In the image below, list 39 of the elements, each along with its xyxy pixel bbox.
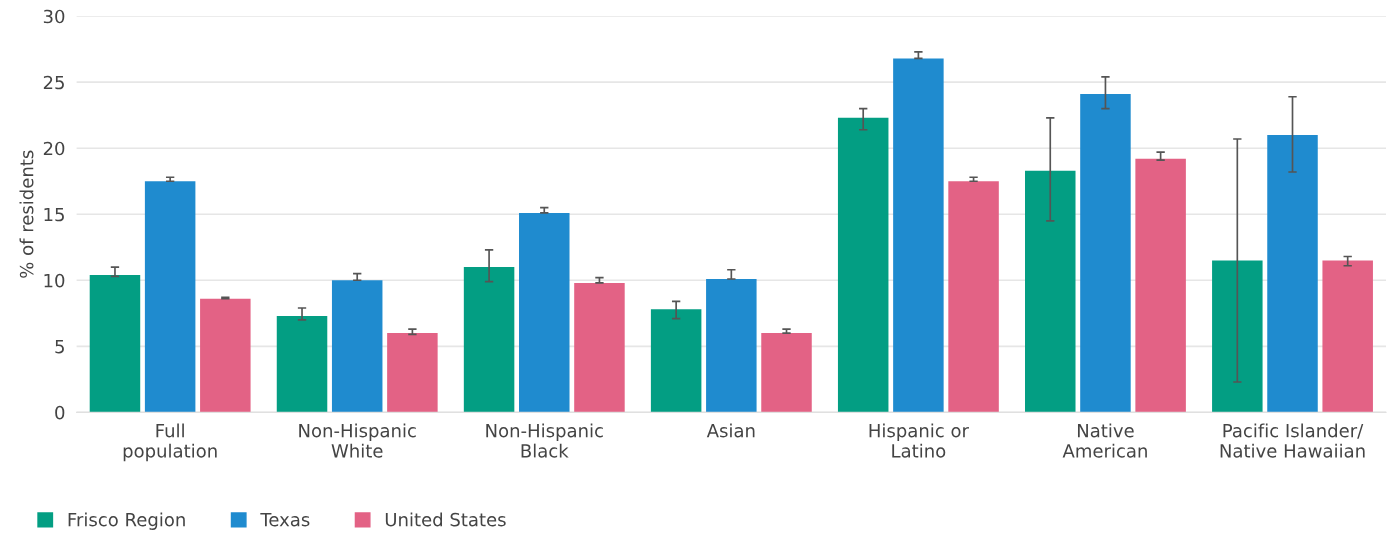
legend-label: Frisco Region bbox=[68, 512, 185, 530]
x-tick-label: Non-Hispanic Black bbox=[486, 423, 603, 458]
x-tick-label: Native American bbox=[1062, 423, 1147, 458]
x-tick-label: Hispanic or Latino bbox=[869, 423, 969, 458]
bar bbox=[276, 315, 328, 413]
y-tick-label: 5 bbox=[55, 340, 64, 354]
y-tick-label: 25 bbox=[43, 75, 64, 90]
y-tick-label: 10 bbox=[44, 273, 65, 288]
x-tick-label: Pacific Islander/ Native Hawaiian bbox=[1220, 423, 1365, 458]
x-tick-label: Full population bbox=[123, 423, 217, 462]
bar bbox=[200, 298, 251, 413]
bar bbox=[650, 309, 702, 413]
bar bbox=[1267, 135, 1318, 413]
bar bbox=[893, 58, 944, 413]
bar bbox=[519, 212, 570, 413]
bar bbox=[89, 275, 141, 413]
legend-label: Texas bbox=[260, 512, 310, 527]
bar bbox=[574, 282, 625, 413]
y-tick-label: 20 bbox=[43, 141, 65, 156]
bar bbox=[706, 278, 757, 413]
legend-label: United States bbox=[385, 512, 506, 527]
y-tick-label: 0 bbox=[55, 405, 65, 420]
bar bbox=[948, 181, 999, 413]
bar bbox=[761, 333, 812, 413]
bar bbox=[463, 267, 515, 413]
y-tick-label: 30 bbox=[43, 9, 65, 24]
y-tick-label: 15 bbox=[44, 207, 64, 222]
bar bbox=[387, 333, 438, 413]
y-axis-title: % of residents bbox=[19, 150, 34, 278]
x-tick-label: Asian bbox=[706, 423, 755, 438]
bar bbox=[837, 117, 889, 413]
bar bbox=[1212, 260, 1263, 413]
bar bbox=[144, 181, 196, 413]
bar bbox=[331, 280, 383, 413]
x-tick-label: Non-Hispanic White bbox=[299, 423, 416, 458]
bar bbox=[1135, 158, 1186, 413]
bar bbox=[1025, 170, 1076, 413]
bar bbox=[1322, 260, 1373, 413]
bar bbox=[1080, 94, 1131, 413]
